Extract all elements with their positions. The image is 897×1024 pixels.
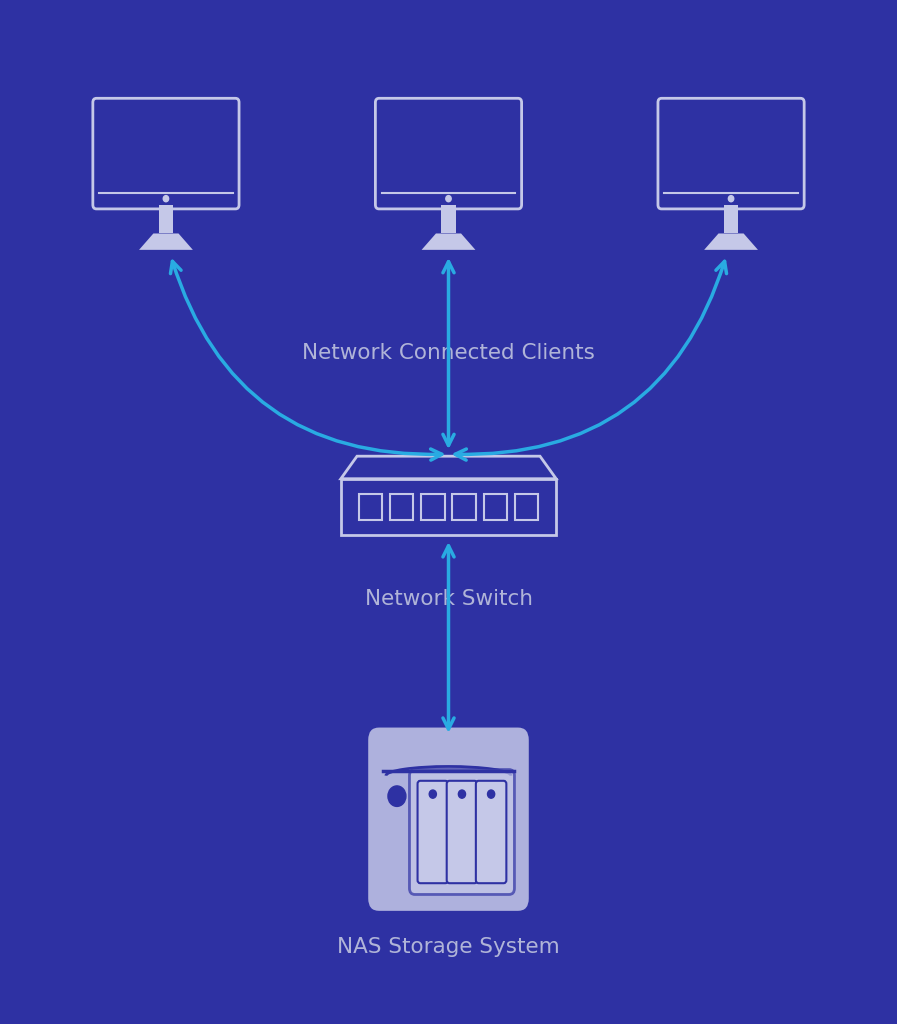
Bar [483,494,507,520]
Circle shape [728,196,734,202]
Bar [452,494,475,520]
Circle shape [388,786,406,807]
Circle shape [163,196,169,202]
Bar [724,205,738,233]
Bar [159,205,173,233]
FancyBboxPatch shape [368,727,528,911]
FancyBboxPatch shape [475,780,506,883]
Polygon shape [422,233,475,250]
Circle shape [446,196,451,202]
Polygon shape [704,233,758,250]
Bar [422,494,445,520]
Bar [515,494,538,520]
Bar [390,494,414,520]
FancyBboxPatch shape [447,780,477,883]
FancyBboxPatch shape [409,770,514,895]
FancyArrowPatch shape [170,261,442,460]
Polygon shape [341,457,556,479]
Bar [359,494,382,520]
Circle shape [429,791,436,799]
Text: Network Connected Clients: Network Connected Clients [302,343,595,364]
Bar [341,479,556,535]
FancyBboxPatch shape [93,98,239,209]
FancyBboxPatch shape [417,780,448,883]
Text: NAS Storage System: NAS Storage System [337,937,560,957]
Bar [441,205,456,233]
FancyArrowPatch shape [455,261,727,460]
Circle shape [458,791,466,799]
FancyBboxPatch shape [658,98,804,209]
Circle shape [488,791,495,799]
Polygon shape [139,233,193,250]
FancyBboxPatch shape [375,98,522,209]
Text: Network Switch: Network Switch [364,589,533,609]
